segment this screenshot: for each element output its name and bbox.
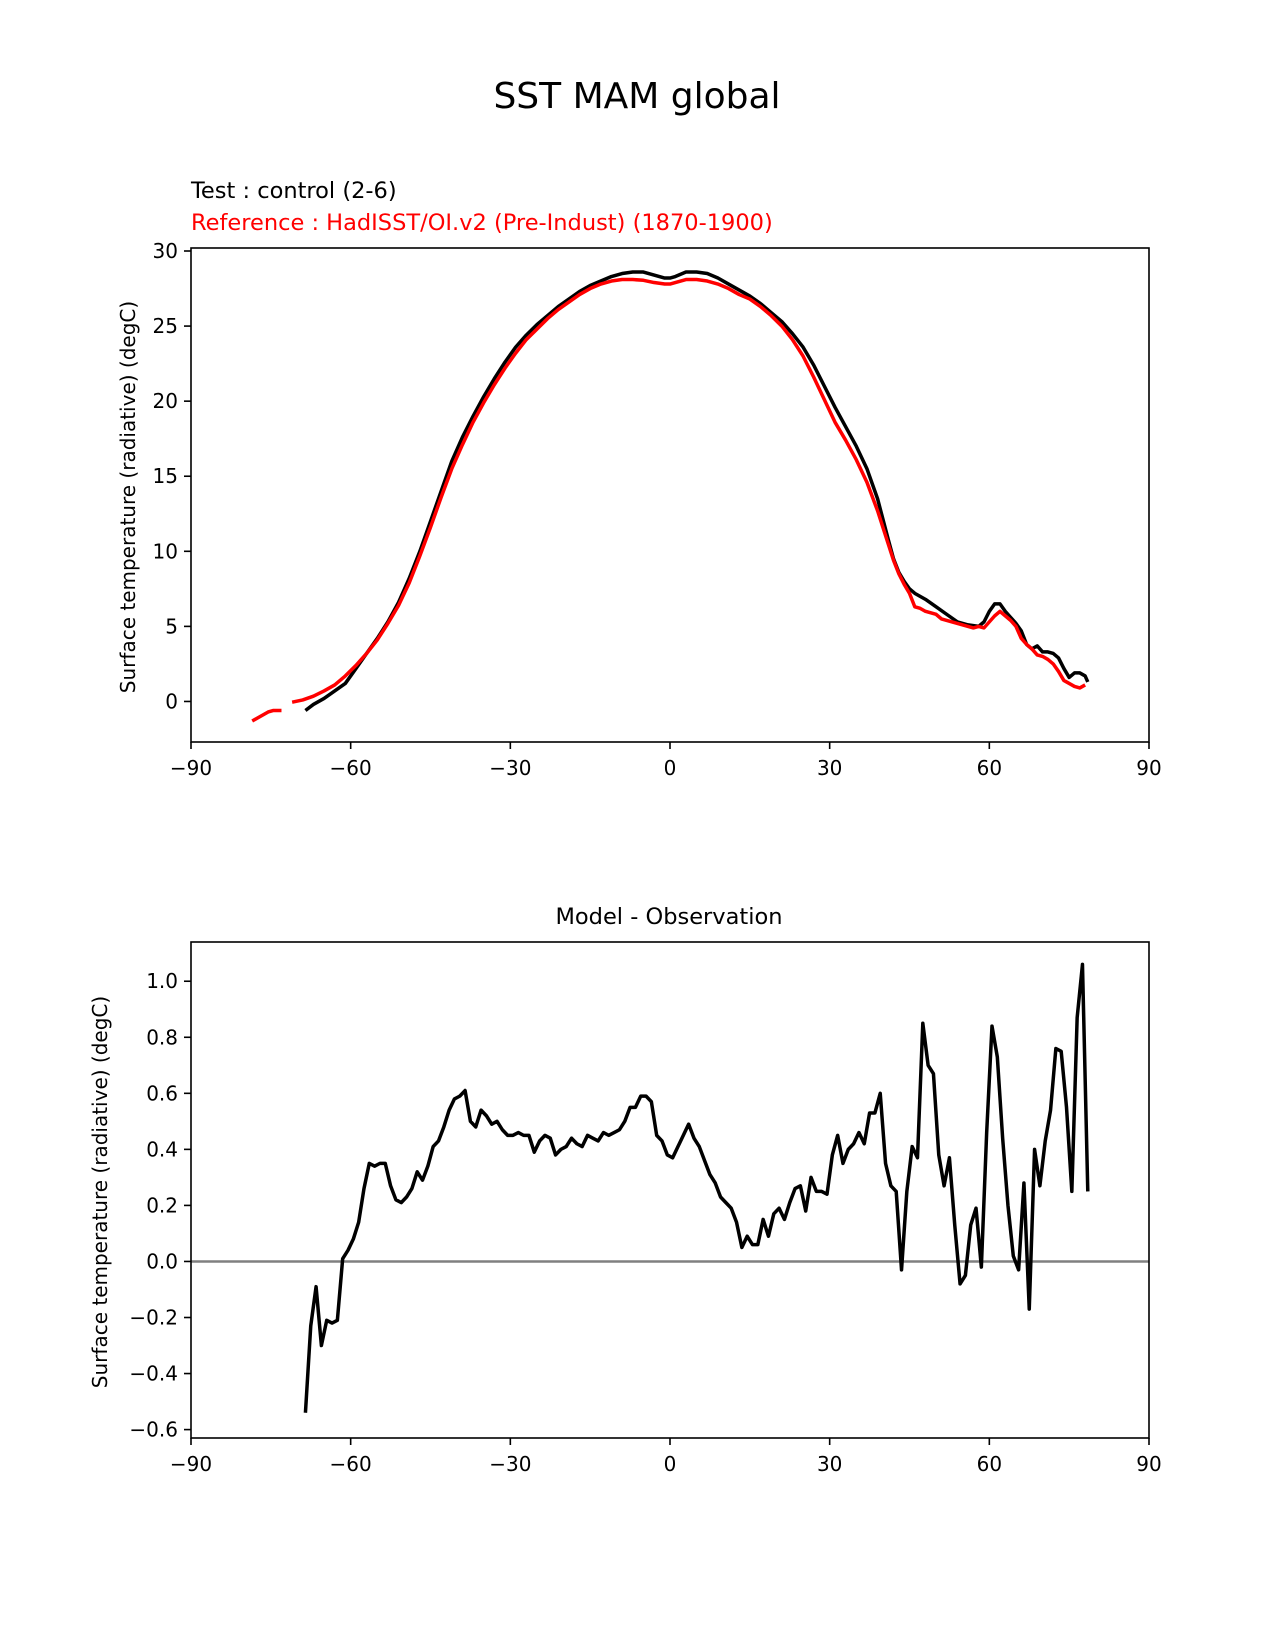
bottom-panel: Model - Observation Surface temperature …	[88, 904, 1162, 1476]
y-tick-label: 0.4	[146, 1137, 178, 1161]
y-tick-label: 20	[153, 389, 178, 413]
x-tick-label: −60	[330, 1452, 372, 1476]
y-tick-label: 0	[165, 689, 178, 713]
bottom-plot-area: −90 −60 −30 0 30 60 90 −0.6 −0.4 −0.2 0.0 0.2 0.4 0.6…	[129, 941, 1162, 1476]
y-tick-label: 1.0	[146, 969, 178, 993]
bottom-y-axis-label: Surface temperature (radiative) (degC)	[88, 996, 112, 1388]
bottom-panel-title: Model - Observation	[556, 904, 783, 930]
y-tick-label: 5	[165, 614, 178, 638]
y-tick-label: 0.0	[146, 1249, 178, 1273]
series-line-model-observation	[303, 962, 1090, 1413]
y-tick-label: 0.8	[146, 1025, 178, 1049]
x-tick-label: 0	[664, 756, 677, 780]
top-y-axis-label: Surface temperature (radiative) (degC)	[116, 301, 140, 693]
y-tick-label: 10	[153, 539, 178, 563]
reference-label: Reference : HadISST/OI.v2 (Pre-Indust) (…	[191, 210, 773, 236]
x-tick-label: 30	[817, 1452, 842, 1476]
x-tick-label: −30	[489, 756, 531, 780]
x-tick-label: −60	[330, 756, 372, 780]
y-tick-label: 30	[153, 239, 178, 263]
x-tick-label: 90	[1136, 1452, 1161, 1476]
x-tick-label: −90	[170, 756, 212, 780]
x-tick-label: 30	[817, 756, 842, 780]
x-tick-label: 60	[977, 756, 1002, 780]
x-tick-label: 0	[664, 1452, 677, 1476]
top-panel: Test : control (2-6) Reference : HadISST…	[116, 178, 1162, 780]
series-line-test	[304, 270, 1090, 712]
y-tick-label: −0.4	[129, 1362, 178, 1386]
x-tick-label: −30	[489, 1452, 531, 1476]
x-tick-label: 90	[1136, 756, 1161, 780]
x-tick-label: 60	[977, 1452, 1002, 1476]
y-tick-label: 0.6	[146, 1081, 178, 1105]
y-tick-label: 15	[153, 464, 178, 488]
test-label: Test : control (2-6)	[190, 178, 397, 204]
y-tick-label: −0.2	[129, 1306, 178, 1330]
series-line-reference-segment-1	[291, 277, 1086, 704]
x-tick-label: −90	[170, 1452, 212, 1476]
y-tick-label: −0.6	[129, 1418, 178, 1442]
y-tick-label: 25	[153, 314, 178, 338]
series-line-reference-segment-0	[251, 708, 282, 723]
top-plot-area: −90 −60 −30 0 30 60 90 0 5 10 15 20 25 30	[153, 239, 1162, 780]
figure-title: SST MAM global	[493, 76, 780, 117]
y-tick-label: 0.2	[146, 1193, 178, 1217]
